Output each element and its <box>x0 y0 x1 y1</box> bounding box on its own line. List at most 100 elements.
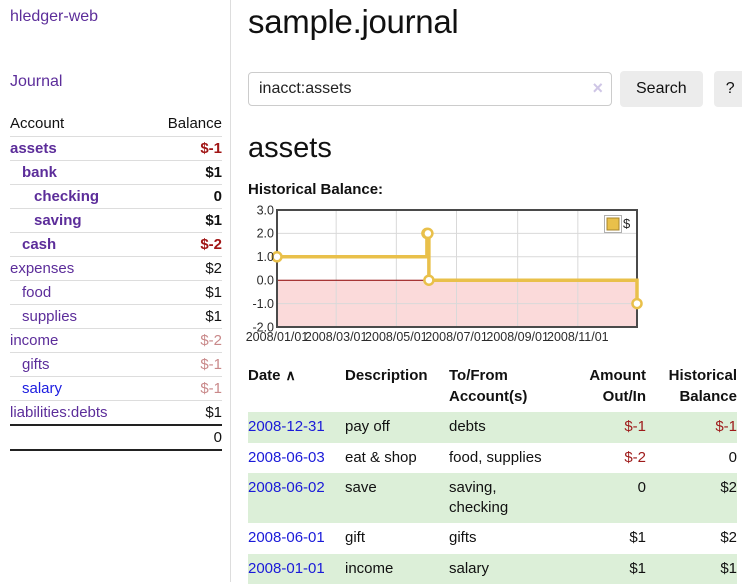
transaction-balance: 0 <box>646 443 737 474</box>
app-title-link[interactable]: hledger-web <box>10 8 98 25</box>
account-row: food $1 <box>10 281 222 305</box>
accounts-header-balance: Balance <box>146 112 222 137</box>
y-axis-label: 0.0 <box>257 274 274 288</box>
transaction-date-link[interactable]: 2008-01-01 <box>248 560 325 577</box>
account-link-assets[interactable]: assets <box>10 140 57 157</box>
account-link-checking[interactable]: checking <box>34 188 99 205</box>
account-balance: $-1 <box>146 353 222 377</box>
transaction-date-link[interactable]: 2008-06-01 <box>248 529 325 546</box>
transaction-balance: $-1 <box>646 412 737 443</box>
account-row: liabilities:debts $1 <box>10 401 222 426</box>
register-header-amount: Amount Out/In <box>576 365 646 412</box>
transaction-balance: $1 <box>646 554 737 584</box>
data-point-marker <box>633 299 642 308</box>
transaction-date-link[interactable]: 2008-12-31 <box>248 418 325 435</box>
transaction-date-link[interactable]: 2008-06-02 <box>248 479 325 496</box>
account-link-gifts[interactable]: gifts <box>22 356 50 373</box>
account-link-cash[interactable]: cash <box>22 236 56 253</box>
account-link-salary[interactable]: salary <box>22 380 62 397</box>
legend-label: $ <box>623 216 631 231</box>
data-point-marker <box>423 229 432 238</box>
account-link-expenses[interactable]: expenses <box>10 260 74 277</box>
y-axis-label: 2.0 <box>257 227 274 241</box>
account-balance: $1 <box>146 305 222 329</box>
account-row: bank $1 <box>10 161 222 185</box>
x-axis-label: 2008/07/01 <box>425 330 488 344</box>
accounts-table: Account Balance assets $-1 bank $1 checking 0… <box>10 112 222 451</box>
legend-swatch <box>607 218 619 230</box>
account-row: saving $1 <box>10 209 222 233</box>
x-axis-label: 2008/03/01 <box>305 330 368 344</box>
transaction-accounts: gifts <box>449 523 576 554</box>
account-balance: $1 <box>146 281 222 305</box>
transaction-amount: 0 <box>576 473 646 523</box>
account-link-income[interactable]: income <box>10 332 58 349</box>
account-balance: $-1 <box>146 137 222 161</box>
transaction-description: gift <box>345 523 449 554</box>
register-header-accounts: To/From Account(s) <box>449 365 576 412</box>
account-row: assets $-1 <box>10 137 222 161</box>
account-balance: $1 <box>146 209 222 233</box>
main-content: sample.journal × Search ? assets Histori… <box>231 0 742 582</box>
sidebar: hledger-web Journal Account Balance asse… <box>0 0 231 582</box>
x-axis-label: 2008/01/01 <box>246 330 309 344</box>
transaction-accounts: food, supplies <box>449 443 576 474</box>
register-table: Date∧ Description To/From Account(s) Amo… <box>248 365 737 584</box>
transaction-balance: $2 <box>646 523 737 554</box>
account-balance: $1 <box>146 161 222 185</box>
transaction-description: eat & shop <box>345 443 449 474</box>
search-button[interactable]: Search <box>620 71 703 107</box>
transaction-amount: $-1 <box>576 412 646 443</box>
account-row: salary $-1 <box>10 377 222 401</box>
account-link-food[interactable]: food <box>22 284 51 301</box>
accounts-header-account: Account <box>10 112 146 137</box>
y-axis-label: 3.0 <box>257 203 274 217</box>
account-balance: $-1 <box>146 377 222 401</box>
x-axis-label: 2008/11/01 <box>547 330 609 344</box>
transaction-description: save <box>345 473 449 523</box>
y-axis-label: 1.0 <box>257 250 274 264</box>
y-axis-label: -1.0 <box>252 297 274 311</box>
account-balance: 0 <box>146 185 222 209</box>
register-header-balance: Historical Balance <box>646 365 737 412</box>
search-bar: × Search ? <box>248 71 742 107</box>
transaction-balance: $2 <box>646 473 737 523</box>
chart-canvas: 3.02.01.00.0-1.0-2.02008/01/012008/03/01… <box>248 207 640 349</box>
x-axis-label: 2008/05/01 <box>365 330 428 344</box>
transaction-amount: $1 <box>576 523 646 554</box>
sort-ascending-icon: ∧ <box>286 367 296 383</box>
account-link-saving[interactable]: saving <box>34 212 82 229</box>
account-link-supplies[interactable]: supplies <box>22 308 77 325</box>
help-button[interactable]: ? <box>714 71 742 107</box>
accounts-total-value: 0 <box>10 425 222 450</box>
account-row: expenses $2 <box>10 257 222 281</box>
chart-label: Historical Balance: <box>248 181 742 198</box>
x-axis-label: 2008/09/01 <box>486 330 549 344</box>
account-balance: $2 <box>146 257 222 281</box>
account-balance: $-2 <box>146 233 222 257</box>
account-link-liabilities-debts[interactable]: liabilities:debts <box>10 404 108 421</box>
transaction-date-link[interactable]: 2008-06-03 <box>248 449 325 466</box>
register-header-description: Description <box>345 365 449 412</box>
page-title: sample.journal <box>248 3 742 41</box>
transaction-amount: $1 <box>576 554 646 584</box>
account-row: supplies $1 <box>10 305 222 329</box>
transaction-accounts: saving,checking <box>449 473 576 523</box>
transaction-accounts: debts <box>449 412 576 443</box>
account-link-bank[interactable]: bank <box>22 164 57 181</box>
account-balance: $1 <box>146 401 222 426</box>
sidebar-item-journal[interactable]: Journal <box>10 73 222 91</box>
account-balance: $-2 <box>146 329 222 353</box>
account-row: cash $-2 <box>10 233 222 257</box>
clear-search-icon[interactable]: × <box>592 78 603 100</box>
app-title: hledger-web <box>10 8 222 26</box>
data-point-marker <box>424 276 433 285</box>
register-header-date[interactable]: Date∧ <box>248 365 345 412</box>
search-input[interactable] <box>248 72 612 106</box>
accounts-total-row: 0 <box>10 425 222 450</box>
